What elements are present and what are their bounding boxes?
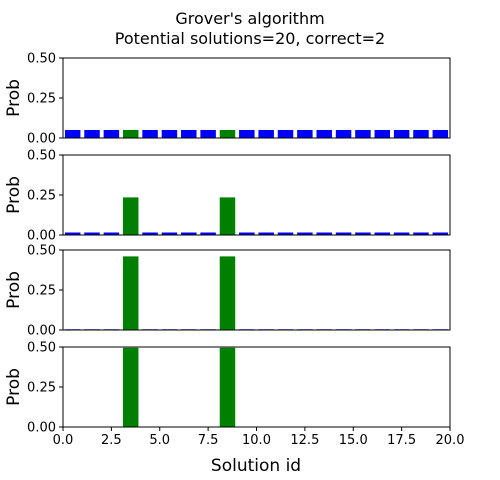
bar-panel2-id12 <box>297 232 313 235</box>
bar-panel1-id1 <box>84 130 100 138</box>
bar-panel1-id18 <box>413 130 429 138</box>
bar-panel1-id6 <box>181 130 197 138</box>
bar-panel2-id9 <box>239 232 255 235</box>
panel-frame <box>62 57 451 139</box>
bar-panel3-id3 <box>122 256 139 330</box>
x-tick-label: 0.0 <box>53 433 74 448</box>
bar-panel1-id2 <box>103 130 120 138</box>
bar-panel2-id3 <box>122 197 139 235</box>
bar-panel2-id10 <box>258 232 274 235</box>
bar-panel1-id16 <box>374 130 391 138</box>
y-tick-label: 0.50 <box>27 149 56 164</box>
bar-panel2-id19 <box>432 232 449 235</box>
bar-panel1-id13 <box>316 130 332 138</box>
y-tick-label: 0.00 <box>27 132 56 147</box>
bar-panel1-id19 <box>432 130 449 138</box>
y-tick-label: 0.50 <box>27 341 56 356</box>
y-axis-label: Prob <box>4 368 24 406</box>
panel-frame <box>62 346 451 428</box>
bar-panel4-id8 <box>219 347 236 427</box>
bar-panel1-id15 <box>355 130 371 138</box>
bar-panel2-id18 <box>413 232 429 235</box>
x-tick-label: 15.0 <box>339 433 368 448</box>
y-axis-label: Prob <box>4 176 24 214</box>
bar-panel1-id17 <box>393 130 410 138</box>
x-axis: 0.0 2.5 5.0 7.5 10.0 12.5 15.0 17.5 20.0 <box>53 427 465 448</box>
x-tick-label: 7.5 <box>198 433 219 448</box>
x-tick-label: 20.0 <box>436 433 465 448</box>
bar-panel1-id4 <box>142 130 158 138</box>
bar-panel3-id8 <box>219 256 236 330</box>
bar-panel2-id16 <box>374 232 391 235</box>
bar-panel1-id7 <box>200 130 216 138</box>
x-tick-label: 5.0 <box>149 433 170 448</box>
x-tick-label: 12.5 <box>290 433 319 448</box>
y-axis-label: Prob <box>4 271 24 309</box>
y-tick-label: 0.00 <box>27 324 56 339</box>
y-tick-label: 0.00 <box>27 229 56 244</box>
bar-panel4-id3 <box>122 347 139 427</box>
bar-panel1-id12 <box>297 130 313 138</box>
bar-panel1-id8 <box>219 130 236 138</box>
bar-panel1-id14 <box>335 130 352 138</box>
bar-panel2-id5 <box>161 232 178 235</box>
bar-panel2-id8 <box>219 197 236 235</box>
bar-panel2-id4 <box>142 232 158 235</box>
chart-title-line1: Grover's algorithm <box>175 9 324 28</box>
bar-panel1-id9 <box>239 130 255 138</box>
panels-group: 0.000.250.50Prob0.000.250.50Prob0.000.25… <box>4 52 451 436</box>
panel-frame <box>62 154 451 236</box>
bar-panel2-id7 <box>200 232 216 235</box>
bar-panel2-id17 <box>393 232 410 235</box>
y-tick-label: 0.50 <box>27 244 56 259</box>
bar-panel2-id11 <box>277 232 294 235</box>
y-axis-label: Prob <box>4 79 24 117</box>
y-tick-label: 0.25 <box>27 92 56 107</box>
y-tick-label: 0.25 <box>27 189 56 204</box>
bar-panel2-id15 <box>355 232 371 235</box>
bar-panel2-id14 <box>335 232 352 235</box>
x-tick-label: 2.5 <box>101 433 122 448</box>
bar-panel1-id11 <box>277 130 294 138</box>
bar-panel2-id6 <box>181 232 197 235</box>
chart-title-line2: Potential solutions=20, correct=2 <box>115 29 385 48</box>
x-tick-label: 17.5 <box>387 433 416 448</box>
bar-panel2-id2 <box>103 232 120 235</box>
bar-panel1-id10 <box>258 130 274 138</box>
y-tick-label: 0.25 <box>27 284 56 299</box>
bar-panel2-id13 <box>316 232 332 235</box>
bar-panel2-id1 <box>84 232 100 235</box>
bar-panel2-id0 <box>64 232 81 235</box>
y-tick-label: 0.50 <box>27 52 56 67</box>
y-tick-label: 0.00 <box>27 421 56 436</box>
bar-panel1-id3 <box>122 130 139 138</box>
x-axis-label: Solution id <box>211 456 301 476</box>
bar-panel1-id5 <box>161 130 178 138</box>
y-tick-label: 0.25 <box>27 381 56 396</box>
bar-panel1-id0 <box>64 130 81 138</box>
panel-frame <box>62 249 451 331</box>
x-tick-label: 10.0 <box>242 433 271 448</box>
